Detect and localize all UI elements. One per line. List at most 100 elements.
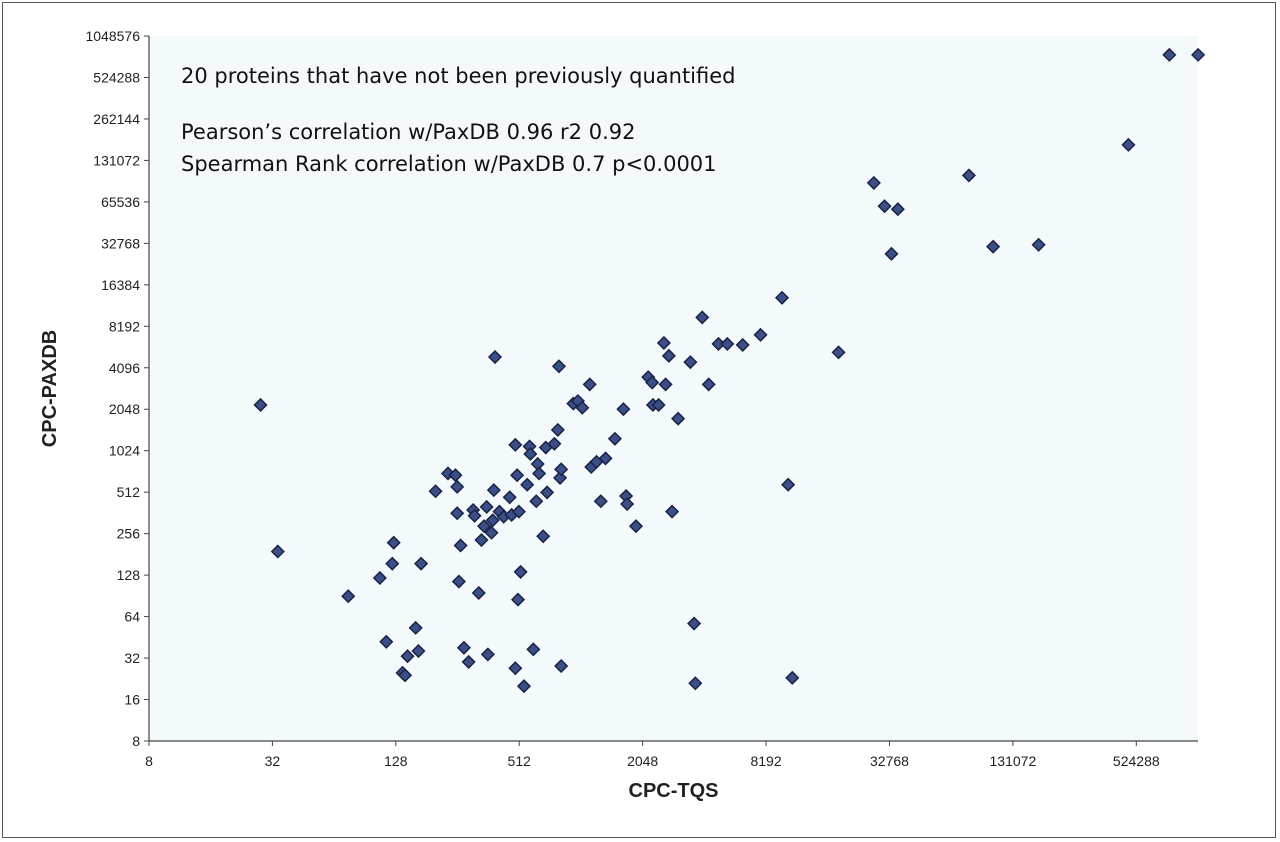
data-point xyxy=(961,168,976,183)
data-point xyxy=(781,477,796,492)
data-point xyxy=(831,345,846,360)
data-point xyxy=(385,556,400,571)
annotation-pearson: Pearson’s correlation w/PaxDB 0.96 r2 0.… xyxy=(181,120,636,144)
data-point xyxy=(665,504,680,519)
y-axis-title: CPC-PAXDB xyxy=(39,330,61,447)
annotation-unquantified-proteins: 20 proteins that have not been previousl… xyxy=(181,64,736,88)
data-point xyxy=(671,411,686,426)
data-point xyxy=(620,496,635,512)
data-point xyxy=(487,349,503,365)
data-point xyxy=(253,397,268,413)
data-point xyxy=(502,490,517,505)
x-tick-label: 128 xyxy=(384,753,408,769)
data-point xyxy=(547,436,562,451)
data-point xyxy=(986,239,1001,254)
data-point xyxy=(607,431,622,446)
data-point xyxy=(575,400,590,415)
data-point xyxy=(474,532,489,548)
data-point xyxy=(651,397,666,413)
y-tick-label: 256 xyxy=(117,526,141,542)
y-tick-label: 512 xyxy=(117,484,141,500)
data-point xyxy=(735,337,750,352)
data-point xyxy=(554,462,569,477)
data-point xyxy=(400,649,415,664)
y-axis-ticks: 8 16 32 64 128 256 512 1024 2048 4096 8192 16384 327… xyxy=(85,28,149,749)
data-point xyxy=(616,402,631,417)
data-point xyxy=(532,466,547,481)
data-point xyxy=(511,504,526,519)
y-tick-label: 524288 xyxy=(93,69,140,85)
data-point xyxy=(753,327,768,342)
y-tick-label: 16384 xyxy=(101,277,140,293)
y-tick-label: 2048 xyxy=(109,401,140,417)
data-point xyxy=(484,525,499,540)
data-point xyxy=(451,574,466,589)
y-tick-label: 64 xyxy=(124,609,140,625)
data-point xyxy=(628,519,644,534)
data-point xyxy=(508,437,523,452)
data-point xyxy=(536,529,551,544)
data-point xyxy=(1162,47,1177,62)
y-tick-label: 65536 xyxy=(101,194,140,210)
x-tick-label: 2048 xyxy=(627,753,658,769)
data-point xyxy=(408,620,423,635)
y-tick-label: 32 xyxy=(124,650,140,666)
data-point xyxy=(695,310,710,325)
data-point xyxy=(1031,237,1046,252)
data-point xyxy=(414,556,429,571)
x-tick-label: 32768 xyxy=(870,753,909,769)
data-point xyxy=(398,668,413,683)
data-point xyxy=(450,479,465,494)
data-point xyxy=(523,446,538,462)
data-point xyxy=(866,175,881,190)
data-point xyxy=(550,422,565,437)
y-tick-label: 1024 xyxy=(109,443,140,459)
data-point xyxy=(450,506,465,521)
data-point xyxy=(270,544,285,559)
data-point xyxy=(510,592,526,607)
data-point xyxy=(471,585,486,601)
data-point xyxy=(477,519,492,534)
data-point xyxy=(508,661,523,676)
x-tick-label: 8192 xyxy=(750,753,781,769)
x-tick-label: 524288 xyxy=(1113,753,1160,769)
y-tick-label: 8 xyxy=(132,733,140,749)
x-tick-label: 8 xyxy=(145,753,153,769)
data-points xyxy=(253,47,1206,694)
x-axis-ticks: 8 32 128 512 2048 8192 32768 131072 524288 xyxy=(145,741,1160,769)
data-point xyxy=(513,564,528,579)
data-point xyxy=(516,679,532,694)
data-point xyxy=(553,470,568,485)
data-point xyxy=(683,355,698,370)
y-tick-label: 128 xyxy=(117,567,141,583)
data-point xyxy=(526,642,541,657)
data-point xyxy=(411,643,426,659)
data-point xyxy=(877,199,892,214)
data-point xyxy=(461,654,476,669)
data-point xyxy=(688,676,703,691)
data-point xyxy=(656,335,671,351)
data-point xyxy=(485,513,500,528)
y-tick-label: 131072 xyxy=(93,152,140,168)
data-point xyxy=(372,570,387,586)
y-tick-label: 262144 xyxy=(93,111,140,127)
data-point xyxy=(1121,137,1136,152)
data-point xyxy=(890,202,905,217)
plot-background xyxy=(149,36,1198,741)
data-point xyxy=(448,468,463,483)
data-point xyxy=(884,246,899,261)
x-tick-label: 131072 xyxy=(990,753,1037,769)
data-point xyxy=(456,640,471,655)
data-point xyxy=(598,451,613,466)
data-point xyxy=(386,535,401,550)
data-point xyxy=(551,359,567,374)
data-point xyxy=(720,336,735,351)
data-point xyxy=(480,647,495,662)
data-point xyxy=(486,483,501,498)
y-tick-label: 32768 xyxy=(101,235,140,251)
data-point xyxy=(593,494,608,509)
data-point xyxy=(428,484,443,499)
data-point xyxy=(582,377,597,392)
data-point xyxy=(479,499,494,515)
data-point xyxy=(701,377,716,392)
